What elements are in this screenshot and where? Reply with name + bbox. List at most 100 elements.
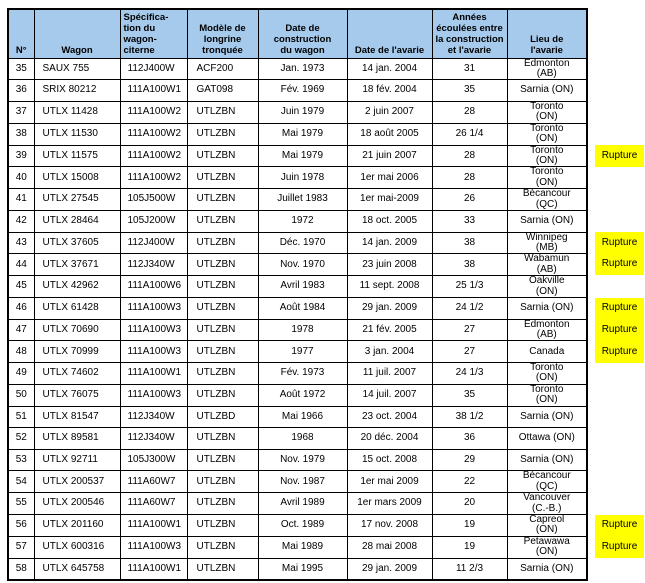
wagon-id-cell: UTLX 11530: [33, 122, 121, 146]
years-elapsed-cell: 22: [431, 470, 508, 494]
table-row: 55 UTLX 200546 111A60W7 UTLZBN Avril 1989 1er…: [7, 492, 645, 516]
tank-car-spec-cell: 111A60W7: [119, 492, 188, 516]
years-elapsed-cell: 38 1/2: [431, 405, 508, 429]
table-body: 35 SAUX 755 112J400W ACF200 Jan. 1973 14 jan.…: [7, 57, 645, 581]
row-number-cell: 43: [7, 231, 35, 255]
tank-car-spec-cell: 111A100W3: [119, 297, 188, 320]
build-date-cell: Mai 1979: [257, 144, 348, 168]
table-row: 54 UTLX 200537 111A60W7 UTLZBN Nov. 1987 1er …: [7, 470, 645, 494]
row-number-cell: 49: [7, 362, 35, 385]
wagon-id-cell: UTLX 15008: [33, 166, 121, 190]
tank-car-spec-cell: 111A100W1: [119, 557, 188, 581]
failure-date-cell: 11 juil. 2007: [346, 362, 433, 385]
row-number-cell: 55: [7, 492, 35, 516]
wagon-id-cell: UTLX 70999: [33, 340, 121, 363]
build-date-cell: 1968: [257, 427, 348, 450]
build-date-cell: Nov. 1979: [257, 448, 348, 472]
stub-sill-model-cell: UTLZBN: [186, 470, 259, 494]
failure-date-cell: 14 juil. 2007: [346, 383, 433, 407]
build-date-cell: Juin 1979: [257, 100, 348, 124]
table-row: 57 UTLX 600316 111A100W3 UTLZBN Mai 1989 28 m…: [7, 535, 645, 559]
rupture-highlight: Rupture: [595, 514, 644, 537]
failure-location-cell: Sarnia (ON): [506, 79, 588, 102]
years-elapsed-cell: 29: [431, 448, 508, 472]
failure-location-cell: Toronto (ON): [506, 362, 588, 385]
build-date-cell: Août 1972: [257, 383, 348, 407]
build-date-cell: Nov. 1970: [257, 253, 348, 277]
stub-sill-model-cell: UTLZBN: [186, 275, 259, 298]
table-row: 41 UTLX 27545 105J500W UTLZBN Juillet 1983 1e…: [7, 188, 645, 211]
row-number-cell: 57: [7, 535, 35, 559]
build-date-cell: Jan. 1973: [257, 57, 348, 81]
tank-car-spec-cell: 105J500W: [119, 188, 188, 211]
row-number-cell: 53: [7, 448, 35, 472]
stub-sill-model-cell: UTLZBN: [186, 100, 259, 124]
rupture-cell: [587, 363, 645, 385]
failure-date-cell: 14 jan. 2004: [346, 57, 433, 81]
tank-car-spec-cell: 105J300W: [119, 448, 188, 472]
tank-car-spec-cell: 111A100W3: [119, 340, 188, 363]
failure-location-cell: Petawawa (ON): [506, 535, 588, 559]
build-date-cell: Juin 1978: [257, 166, 348, 190]
failure-date-cell: 21 juin 2007: [346, 144, 433, 168]
wagon-id-cell: UTLX 89581: [33, 427, 121, 450]
row-number-cell: 42: [7, 209, 35, 233]
tank-car-spec-cell: 112J400W: [119, 231, 188, 255]
row-number-cell: 40: [7, 166, 35, 190]
wagon-id-cell: UTLX 74602: [33, 362, 121, 385]
years-elapsed-cell: 11 2/3: [431, 557, 508, 581]
failure-date-cell: 28 mai 2008: [346, 535, 433, 559]
failure-date-cell: 18 oct. 2005: [346, 209, 433, 233]
tank-car-damage-table: N° Wagon Spécifica- tion du wagon- citer…: [7, 8, 645, 581]
wagon-id-cell: UTLX 200537: [33, 470, 121, 494]
failure-location-cell: Bécancour (QC): [506, 188, 588, 211]
failure-location-cell: Sarnia (ON): [506, 557, 588, 581]
failure-date-cell: 1er mars 2009: [346, 492, 433, 516]
tank-car-spec-cell: 112J340W: [119, 427, 188, 450]
table-row: 42 UTLX 28464 105J200W UTLZBN 1972 18 oct. 20…: [7, 209, 645, 233]
rupture-cell: Rupture: [587, 297, 645, 320]
row-number-cell: 52: [7, 427, 35, 450]
stub-sill-model-cell: UTLZBN: [186, 557, 259, 581]
wagon-id-cell: UTLX 42962: [33, 275, 121, 298]
rupture-cell: Rupture: [587, 253, 645, 276]
failure-location-cell: Canada: [506, 340, 588, 363]
failure-location-cell: Wabamun (AB): [506, 253, 588, 277]
tank-car-spec-cell: 111A100W1: [119, 514, 188, 537]
failure-date-cell: 17 nov. 2008: [346, 514, 433, 537]
rupture-cell: [587, 558, 645, 580]
stub-sill-model-cell: UTLZBN: [186, 297, 259, 320]
table-row: 40 UTLX 15008 111A100W2 UTLZBN Juin 1978 1er …: [7, 166, 645, 190]
failure-date-cell: 29 jan. 2009: [346, 557, 433, 581]
wagon-id-cell: UTLX 61428: [33, 297, 121, 320]
stub-sill-model-cell: UTLZBN: [186, 427, 259, 450]
header-stub-sill-model: Modèle de longrine tronquée: [186, 8, 259, 59]
table-row: 51 UTLX 81547 112J340W UTLZBD Mai 1966 23 oct…: [7, 405, 645, 429]
stub-sill-model-cell: UTLZBN: [186, 122, 259, 146]
stub-sill-model-cell: UTLZBN: [186, 209, 259, 233]
tank-car-spec-cell: 111A100W2: [119, 144, 188, 168]
table-row: 56 UTLX 201160 111A100W1 UTLZBN Oct. 1989 17 …: [7, 514, 645, 537]
failure-location-cell: Ottawa (ON): [506, 427, 588, 450]
tank-car-spec-cell: 111A100W6: [119, 275, 188, 298]
row-number-cell: 54: [7, 470, 35, 494]
failure-location-cell: Sarnia (ON): [506, 405, 588, 429]
failure-date-cell: 1er mai-2009: [346, 188, 433, 211]
wagon-id-cell: UTLX 37605: [33, 231, 121, 255]
wagon-id-cell: UTLX 76075: [33, 383, 121, 407]
build-date-cell: Juillet 1983: [257, 188, 348, 211]
row-number-cell: 48: [7, 340, 35, 363]
build-date-cell: 1972: [257, 209, 348, 233]
failure-date-cell: 23 juin 2008: [346, 253, 433, 277]
rupture-cell: [587, 58, 645, 80]
tank-car-spec-cell: 111A100W3: [119, 383, 188, 407]
years-elapsed-cell: 35: [431, 79, 508, 102]
failure-date-cell: 23 oct. 2004: [346, 405, 433, 429]
years-elapsed-cell: 28: [431, 144, 508, 168]
table-row: 47 UTLX 70690 111A100W3 UTLZBN 1978 21 fév. 2…: [7, 318, 645, 342]
row-number-cell: 45: [7, 275, 35, 298]
row-number-cell: 39: [7, 144, 35, 168]
table-row: 43 UTLX 37605 112J400W UTLZBN Déc. 1970 14 ja…: [7, 231, 645, 255]
stub-sill-model-cell: UTLZBN: [186, 492, 259, 516]
failure-location-cell: Toronto (ON): [506, 383, 588, 407]
